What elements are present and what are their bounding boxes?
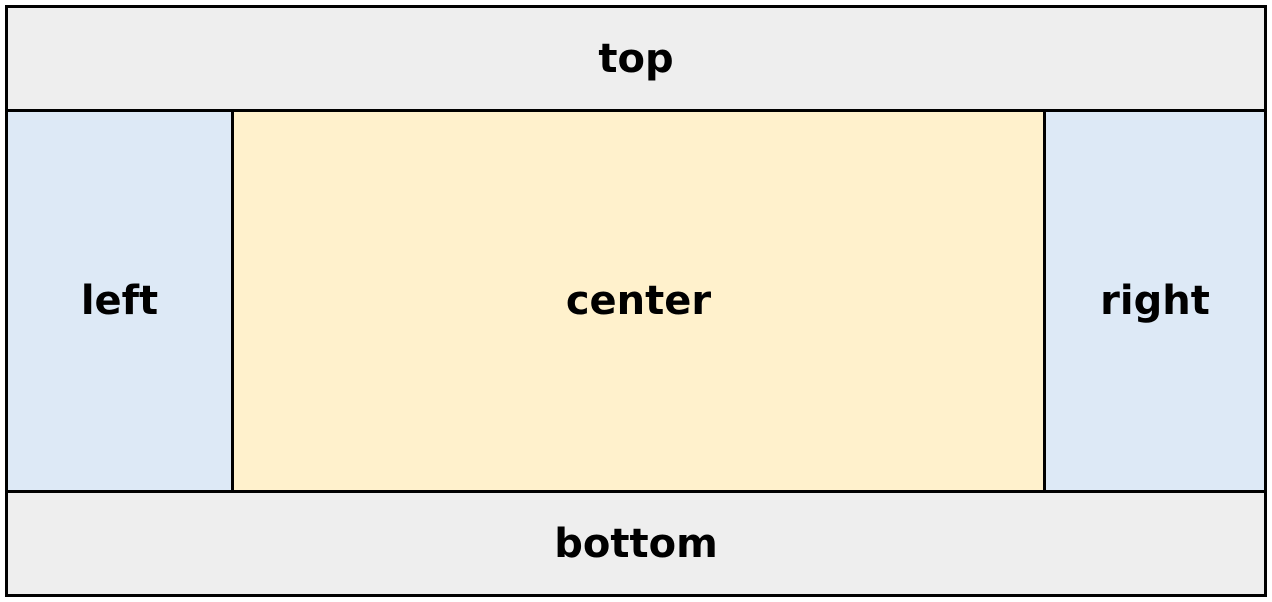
right-region: right: [1046, 112, 1264, 490]
center-region: center: [234, 112, 1043, 490]
border-layout-diagram: top left center right bottom: [5, 5, 1267, 597]
bottom-region: bottom: [8, 493, 1264, 594]
top-region: top: [8, 8, 1264, 109]
left-region: left: [8, 112, 231, 490]
right-region-label: right: [1100, 278, 1210, 324]
top-region-label: top: [598, 35, 674, 82]
bottom-region-label: bottom: [554, 520, 718, 567]
center-region-label: center: [565, 278, 712, 324]
left-region-label: left: [80, 278, 159, 324]
